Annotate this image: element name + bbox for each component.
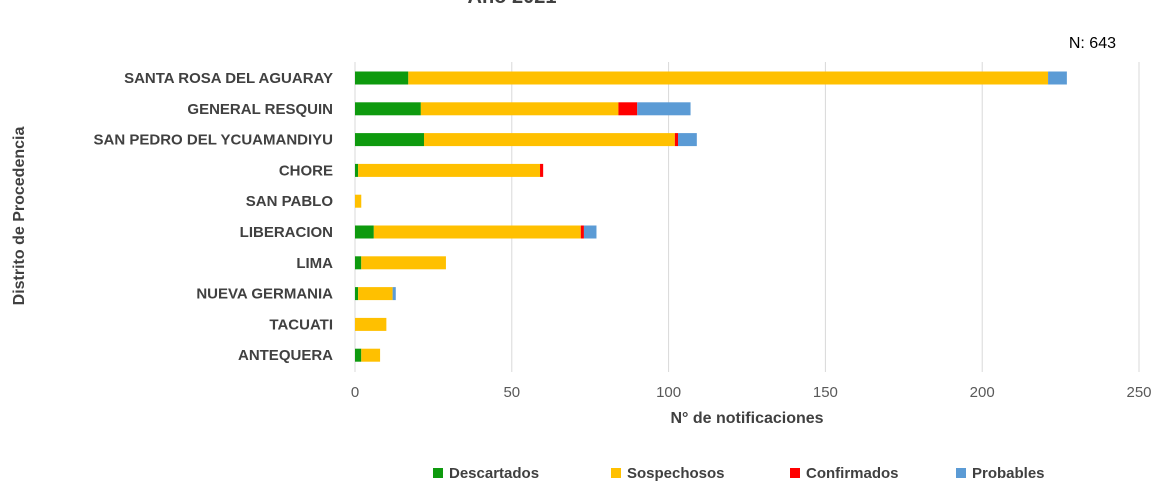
bar-segment-probables: [637, 102, 691, 116]
bar-segment-sospechosos: [355, 317, 387, 331]
bar-segment-probables: [1048, 71, 1067, 85]
x-tick-labels: 0 50 100 150 200 250: [351, 384, 1152, 401]
legend-swatch: [611, 468, 621, 478]
bar-segment-probables: [392, 287, 396, 301]
x-tick-label: 200: [970, 384, 995, 401]
legend: Descartados Sospechosos Confirmados Probabl…: [433, 465, 1045, 482]
legend-label: Confirmados: [806, 465, 899, 482]
bar-segment-confirmados: [618, 102, 638, 116]
category-label: SAN PEDRO DEL YCUAMANDIYU: [94, 132, 333, 149]
x-tick-label: 100: [656, 384, 681, 401]
bar-segment-sospechosos: [361, 348, 381, 362]
bar-segment-descartados: [355, 102, 421, 116]
bar-segment-probables: [583, 225, 597, 239]
x-tick-label: 150: [813, 384, 838, 401]
sample-size-label: N: 643: [1069, 35, 1116, 52]
y-axis-title: Distrito de Procedencia: [11, 127, 28, 306]
bar-segment-descartados: [355, 287, 359, 301]
bar-segment-sospechosos: [361, 256, 446, 270]
bar-segment-sospechosos: [373, 225, 581, 239]
category-label: NUEVA GERMANIA: [196, 286, 333, 303]
bar-segment-descartados: [355, 163, 359, 177]
x-tick-label: 50: [503, 384, 520, 401]
bar-segment-descartados: [355, 225, 374, 239]
bar-segment-sospechosos: [423, 133, 675, 147]
legend-swatch: [790, 468, 800, 478]
bar-segment-probables: [678, 133, 697, 147]
bar-segment-sospechosos: [420, 102, 619, 116]
bar-segment-confirmados: [580, 225, 584, 239]
bar-segment-sospechosos: [355, 194, 362, 208]
category-label: ANTEQUERA: [238, 347, 333, 364]
bar-segment-descartados: [355, 256, 362, 270]
category-label: LIMA: [296, 255, 333, 272]
x-axis-title: N° de notificaciones: [670, 410, 823, 427]
x-tick-label: 0: [351, 384, 359, 401]
category-label: TACUATI: [269, 316, 333, 333]
legend-swatch: [433, 468, 443, 478]
category-labels: SANTA ROSA DEL AGUARAY GENERAL RESQUIN SAN…: [94, 70, 334, 364]
bar-segment-sospechosos: [358, 163, 541, 177]
bar-segment-descartados: [355, 348, 362, 362]
bar-segment-sospechosos: [408, 71, 1049, 85]
category-label: SAN PABLO: [246, 193, 334, 210]
legend-label: Sospechosos: [627, 465, 725, 482]
bar-segment-confirmados: [674, 133, 679, 147]
bar-group: [355, 71, 1067, 362]
bar-segment-descartados: [355, 133, 424, 147]
chart-title: Año 2021: [468, 0, 557, 8]
bar-segment-sospechosos: [358, 287, 393, 301]
category-label: GENERAL RESQUIN: [187, 101, 333, 118]
x-tick-label: 250: [1126, 384, 1151, 401]
category-label: SANTA ROSA DEL AGUARAY: [124, 70, 333, 87]
legend-label: Descartados: [449, 465, 539, 482]
bar-segment-confirmados: [540, 163, 544, 177]
category-label: LIBERACION: [240, 224, 333, 241]
category-label: CHORE: [279, 162, 333, 179]
legend-swatch: [956, 468, 966, 478]
bar-segment-descartados: [355, 71, 409, 85]
legend-label: Probables: [972, 465, 1045, 482]
